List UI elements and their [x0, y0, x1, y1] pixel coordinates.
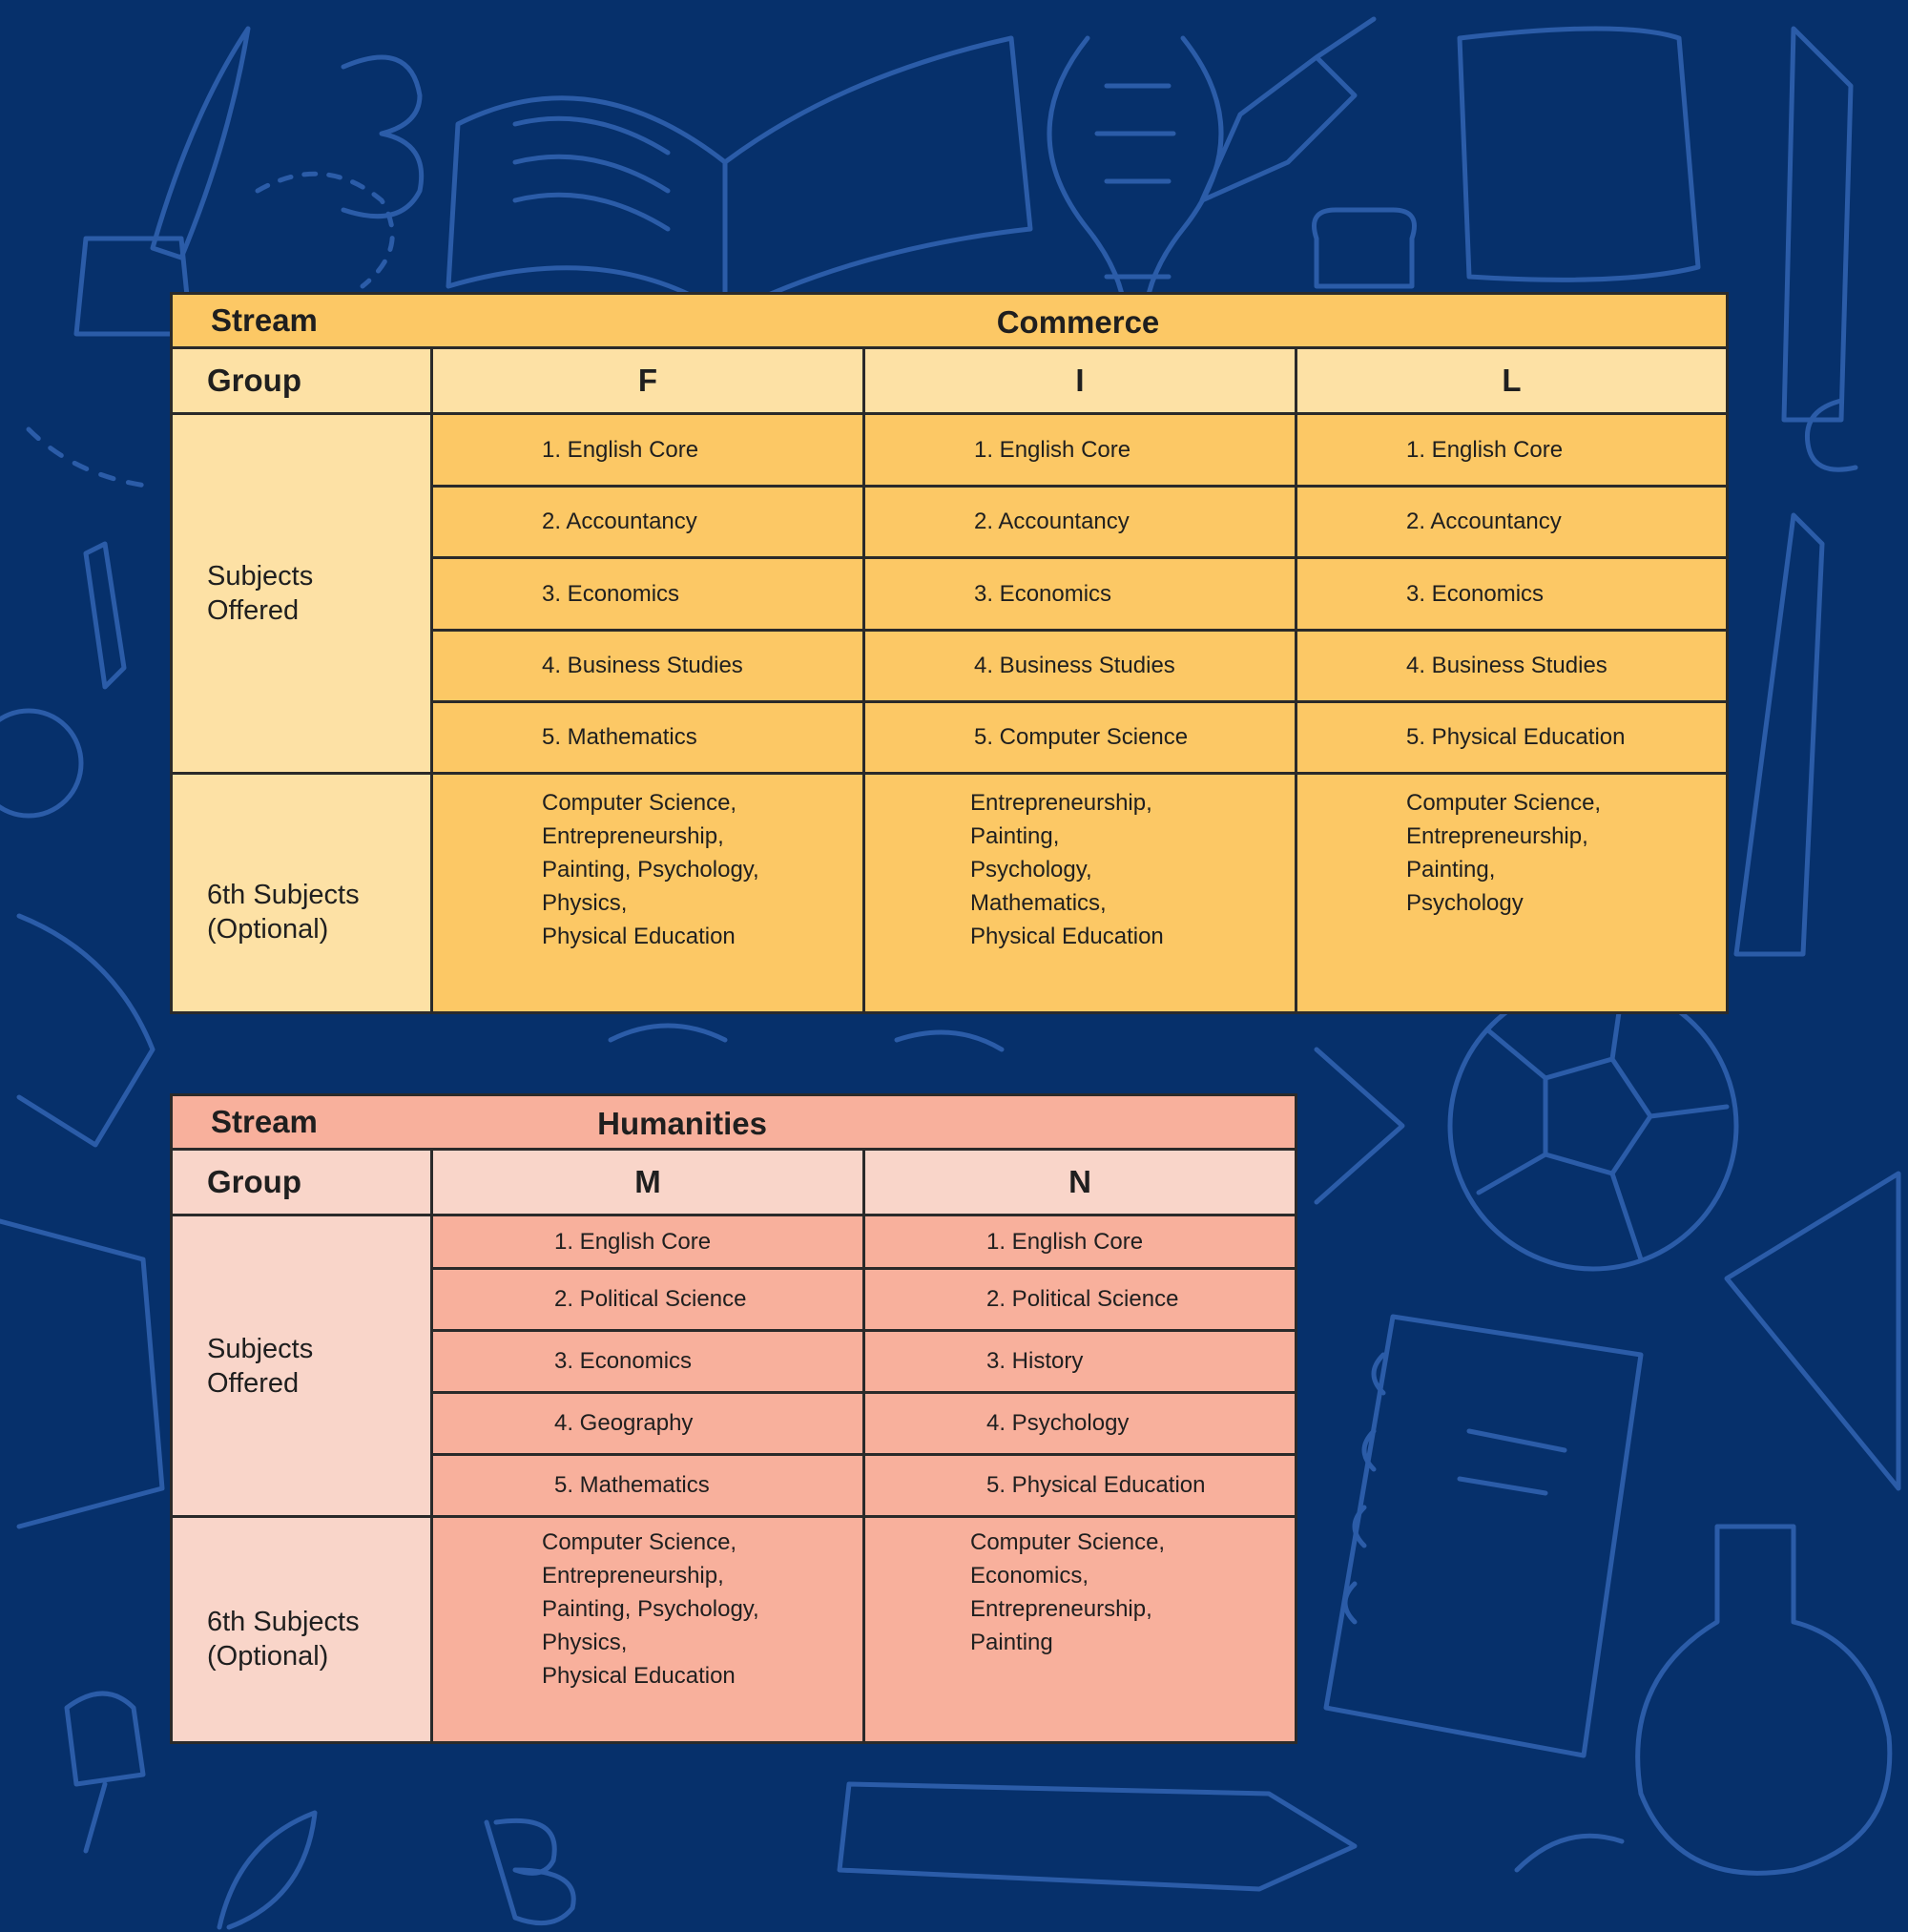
subject-cell: 3. Economics — [433, 559, 865, 632]
flask-doodle — [1635, 1524, 1893, 1876]
stream-header-row: Stream — [173, 295, 1726, 349]
set-square-doodle — [1733, 512, 1825, 957]
group-name: I — [1075, 363, 1085, 398]
book-doodle — [446, 35, 1033, 318]
subject-cell: 4. Business Studies — [433, 632, 865, 703]
group-label-cell: Group — [173, 1151, 433, 1216]
group-name: M — [634, 1164, 661, 1199]
group-name: N — [1068, 1164, 1091, 1199]
subjects-offered-label: Subjects Offered — [173, 415, 433, 775]
subject-cell: 5. Physical Education — [1297, 703, 1726, 775]
subject-cell: 1. English Core — [433, 415, 865, 488]
pen-nib-doodle — [1199, 16, 1377, 203]
optional-subjects-cell: Computer Science, Entrepreneurship, Pain… — [433, 775, 865, 1011]
subject-cell: 3. Economics — [865, 559, 1297, 632]
optional-subjects-cell: Computer Science, Entrepreneurship, Pain… — [1297, 775, 1726, 1011]
subject-cell: 2. Accountancy — [433, 488, 865, 559]
subject-cell: 5. Mathematics — [433, 1456, 865, 1518]
commerce-stream-table: Stream Commerce Group F I L Subjects Off… — [170, 292, 1729, 1014]
subject-cell: 1. English Core — [865, 1216, 1295, 1270]
jar-doodle — [1312, 207, 1417, 289]
quill-doodle — [150, 26, 251, 260]
subject-cell: 3. Economics — [1297, 559, 1726, 632]
stream-label: Stream — [211, 302, 318, 338]
subject-cell: 5. Physical Education — [865, 1456, 1295, 1518]
stream-name: Commerce — [430, 295, 1726, 349]
group-header-l: L — [1297, 349, 1726, 415]
subject-cell: 4. Business Studies — [865, 632, 1297, 703]
group-header-f: F — [433, 349, 865, 415]
subject-cell: 4. Business Studies — [1297, 632, 1726, 703]
notebook-doodle — [1323, 1314, 1644, 1758]
subject-cell: 5. Mathematics — [433, 703, 865, 775]
subject-cell: 5. Computer Science — [865, 703, 1297, 775]
optional-subjects-cell: Computer Science, Economics, Entrepreneu… — [865, 1518, 1295, 1741]
laptop-doodle — [0, 1218, 165, 1529]
subject-cell: 2. Political Science — [865, 1270, 1295, 1332]
pushpin-doodle — [64, 1691, 146, 1854]
optional-subjects-label: 6th Subjects (Optional) — [173, 1518, 433, 1741]
group-name: F — [637, 363, 658, 398]
humanities-stream-table: Stream Humanities Group M N Subjects Off… — [170, 1093, 1297, 1744]
group-header-i: I — [865, 349, 1297, 415]
group-label-cell: Group — [173, 349, 433, 415]
optional-subjects-cell: Computer Science, Entrepreneurship, Pain… — [433, 1518, 865, 1741]
group-label: Group — [207, 363, 301, 398]
stream-header-row: Stream — [173, 1096, 1295, 1151]
soccer-ball-doodle — [1447, 980, 1739, 1272]
group-name: L — [1502, 363, 1522, 398]
number-three-doodle — [341, 54, 425, 219]
subject-cell: 1. English Core — [433, 1216, 865, 1270]
optional-subjects-cell: Entrepreneurship, Painting, Psychology, … — [865, 775, 1297, 1011]
stream-name-text: Commerce — [996, 303, 1160, 340]
subject-cell: 3. Economics — [433, 1332, 865, 1394]
stream-name: Humanities — [430, 1096, 767, 1151]
letter-c-doodle — [1804, 398, 1858, 472]
optional-subjects-label: 6th Subjects (Optional) — [173, 775, 433, 1011]
subject-cell: 4. Geography — [433, 1394, 865, 1456]
group-label: Group — [207, 1164, 301, 1199]
subjects-offered-label: Subjects Offered — [173, 1216, 433, 1518]
group-header-m: M — [433, 1151, 865, 1216]
subject-cell: 2. Political Science — [433, 1270, 865, 1332]
subject-cell: 4. Psychology — [865, 1394, 1295, 1456]
subject-cell: 2. Accountancy — [865, 488, 1297, 559]
group-header-n: N — [865, 1151, 1295, 1216]
subject-cell: 2. Accountancy — [1297, 488, 1726, 559]
pencil-doodle — [1781, 26, 1854, 423]
subject-cell: 3. History — [865, 1332, 1295, 1394]
subject-cell: 1. English Core — [1297, 415, 1726, 488]
stream-label: Stream — [211, 1104, 318, 1139]
stream-name-text: Humanities — [597, 1105, 767, 1141]
subject-cell: 1. English Core — [865, 415, 1297, 488]
